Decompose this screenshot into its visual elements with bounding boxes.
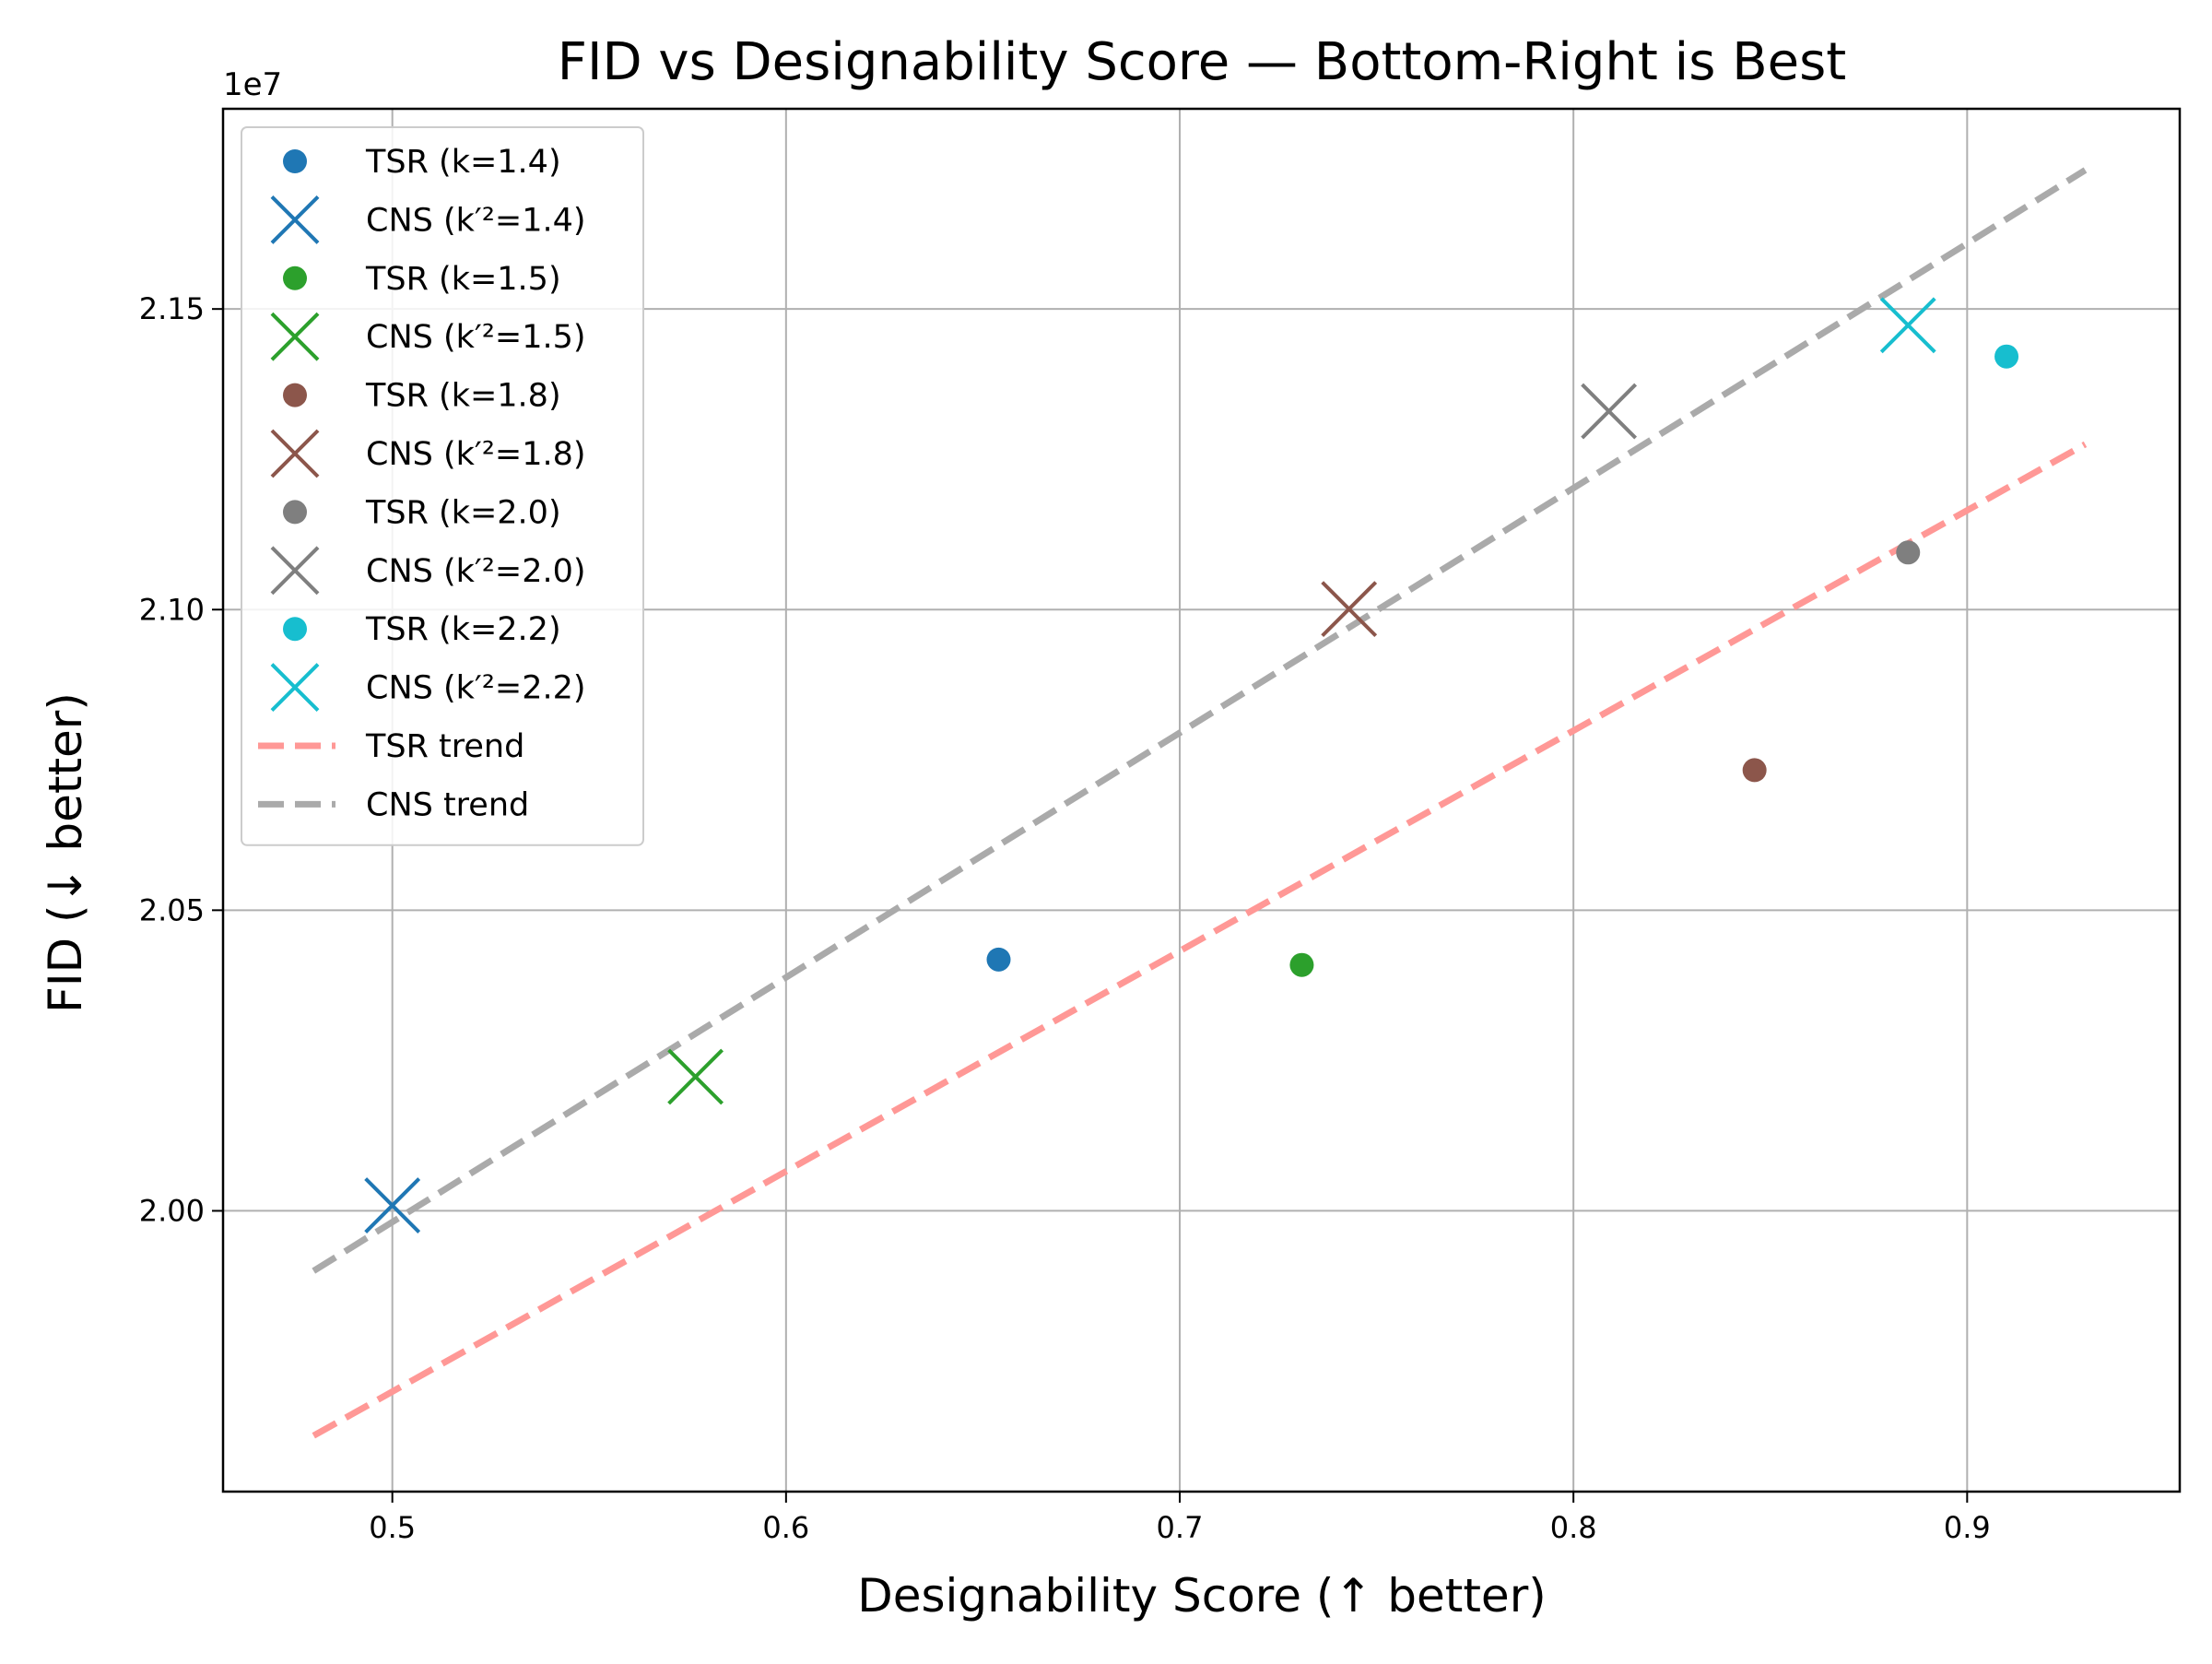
legend-marker-cns-k-1-8 [270, 429, 320, 478]
legend-marker-cns-k-1-4 [270, 195, 320, 244]
x-tick-label: 0.7 [1157, 1510, 1204, 1545]
legend-marker-tsr-k-2-0 [283, 500, 307, 525]
y-axis-label: FID (↓ better) [39, 692, 92, 1013]
legend-box [241, 126, 644, 846]
legend-marker-tsr-k-1-8 [283, 383, 307, 407]
legend-label-tsr-k-1-8: TSR (k=1.8) [365, 378, 561, 415]
legend-label-tsr-trend: TSR trend [365, 728, 524, 765]
legend-marker-cns-k-1-5 [270, 312, 320, 361]
tsr-trend-line [312, 441, 2088, 1439]
trend-lines [312, 167, 2088, 1439]
point-tsr-k-2-2 [1994, 344, 2019, 369]
y-axis-offset-label: 1e7 [223, 66, 282, 103]
legend: TSR (k=1.4) CNS (k′²=1.4) TSR (k=1.5) CNS (… [241, 126, 644, 846]
x-tick-label: 0.5 [369, 1510, 416, 1545]
point-tsr-k-1-8 [1742, 758, 1767, 783]
point-cns-k-2-0 [1581, 383, 1638, 440]
point-cns-k-1-4 [364, 1177, 421, 1233]
point-cns-k-2-2 [1879, 297, 1936, 354]
x-tick-label: 0.6 [762, 1510, 809, 1545]
legend-label-tsr-k-1-5: TSR (k=1.5) [365, 261, 561, 298]
point-tsr-k-1-4 [986, 947, 1011, 972]
legend-label-cns-trend: CNS trend [366, 786, 529, 823]
y-tick-label: 2.05 [139, 892, 205, 927]
y-tick-label: 2.00 [139, 1193, 205, 1228]
chart-title: FID vs Designability Score — Bottom-Righ… [558, 32, 1846, 92]
axis-ticks: 0.5 0.6 0.7 0.8 0.9 2.00 2.05 2.10 2.15 [139, 291, 1991, 1545]
x-tick-label: 0.8 [1550, 1510, 1597, 1545]
plot-frame [221, 107, 2182, 1493]
legend-label-cns-k-2-0: CNS (k′²=2.0) [366, 553, 586, 590]
cns-trend-line [312, 167, 2088, 1274]
legend-label-tsr-k-1-4: TSR (k=1.4) [365, 144, 561, 181]
point-tsr-k-2-0 [1896, 540, 1921, 565]
legend-marker-cns-k-2-0 [270, 546, 320, 596]
legend-label-cns-k-1-4: CNS (k′²=1.4) [366, 202, 586, 239]
legend-marker-tsr-k-1-5 [283, 266, 307, 290]
legend-label-cns-k-1-8: CNS (k′²=1.8) [366, 436, 586, 473]
y-tick-label: 2.10 [139, 592, 205, 627]
data-points [364, 297, 2019, 1233]
legend-marker-tsr-k-2-2 [283, 617, 307, 642]
point-cns-k-1-8 [1321, 581, 1378, 638]
y-tick-label: 2.15 [139, 291, 205, 326]
legend-label-tsr-k-2-2: TSR (k=2.2) [365, 611, 561, 648]
point-cns-k-1-5 [667, 1048, 724, 1105]
legend-label-cns-k-2-2: CNS (k′²=2.2) [366, 670, 586, 707]
point-tsr-k-1-5 [1289, 952, 1314, 977]
legend-label-tsr-k-2-0: TSR (k=2.0) [365, 494, 561, 531]
legend-marker-tsr-k-1-4 [283, 149, 307, 173]
x-axis-label: Designability Score (↑ better) [857, 1569, 1547, 1623]
legend-label-cns-k-1-5: CNS (k′²=1.5) [366, 319, 586, 356]
x-tick-label: 0.9 [1944, 1510, 1991, 1545]
legend-marker-cns-k-2-2 [270, 663, 320, 713]
